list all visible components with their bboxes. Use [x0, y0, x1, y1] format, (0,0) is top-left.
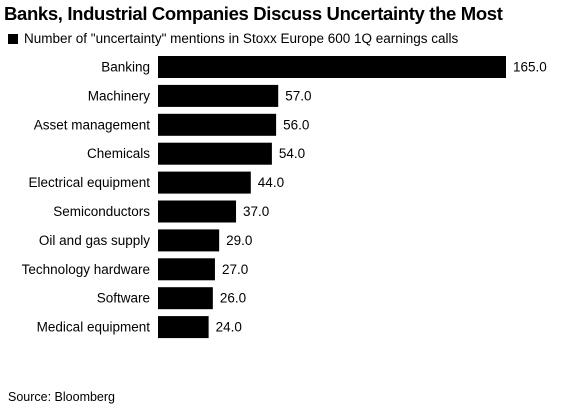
chart-title: Banks, Industrial Companies Discuss Unce…: [4, 3, 503, 24]
value-label-asset-management: 56.0: [283, 117, 309, 132]
category-label-semiconductors: Semiconductors: [53, 204, 150, 219]
value-label-software: 26.0: [220, 291, 246, 306]
bar-machinery: [158, 84, 279, 107]
bar-banking: [158, 56, 506, 78]
bar-oil-and-gas-supply: [158, 229, 220, 252]
category-label-machinery: Machinery: [88, 88, 151, 103]
bar-chemicals: [158, 142, 272, 165]
value-label-banking: 165.0: [513, 60, 547, 75]
category-label-asset-management: Asset management: [34, 117, 151, 132]
category-label-oil-and-gas-supply: Oil and gas supply: [39, 233, 150, 248]
value-label-medical-equipment: 24.0: [216, 320, 242, 335]
value-label-technology-hardware: 27.0: [222, 262, 248, 277]
value-label-electrical-equipment: 44.0: [258, 175, 284, 190]
bar-asset-management: [158, 113, 277, 136]
legend-label: Number of "uncertainty" mentions in Stox…: [24, 31, 459, 46]
bar-medical-equipment: [158, 316, 209, 339]
source-note: Source: Bloomberg: [8, 390, 116, 404]
value-label-oil-and-gas-supply: 29.0: [226, 233, 252, 248]
bar-technology-hardware: [158, 258, 215, 281]
category-label-banking: Banking: [101, 60, 150, 75]
value-label-machinery: 57.0: [285, 88, 311, 103]
category-label-software: Software: [97, 291, 150, 306]
bar-semiconductors: [158, 200, 237, 223]
legend: Number of "uncertainty" mentions in Stox…: [8, 31, 458, 46]
legend-swatch: [8, 33, 18, 44]
bar-software: [158, 287, 213, 310]
value-label-chemicals: 54.0: [279, 146, 305, 161]
category-label-technology-hardware: Technology hardware: [22, 262, 150, 277]
category-label-medical-equipment: Medical equipment: [37, 320, 151, 335]
value-label-semiconductors: 37.0: [243, 204, 269, 219]
category-label-electrical-equipment: Electrical equipment: [28, 175, 150, 190]
category-label-chemicals: Chemicals: [87, 146, 150, 161]
bar-electrical-equipment: [158, 171, 251, 194]
